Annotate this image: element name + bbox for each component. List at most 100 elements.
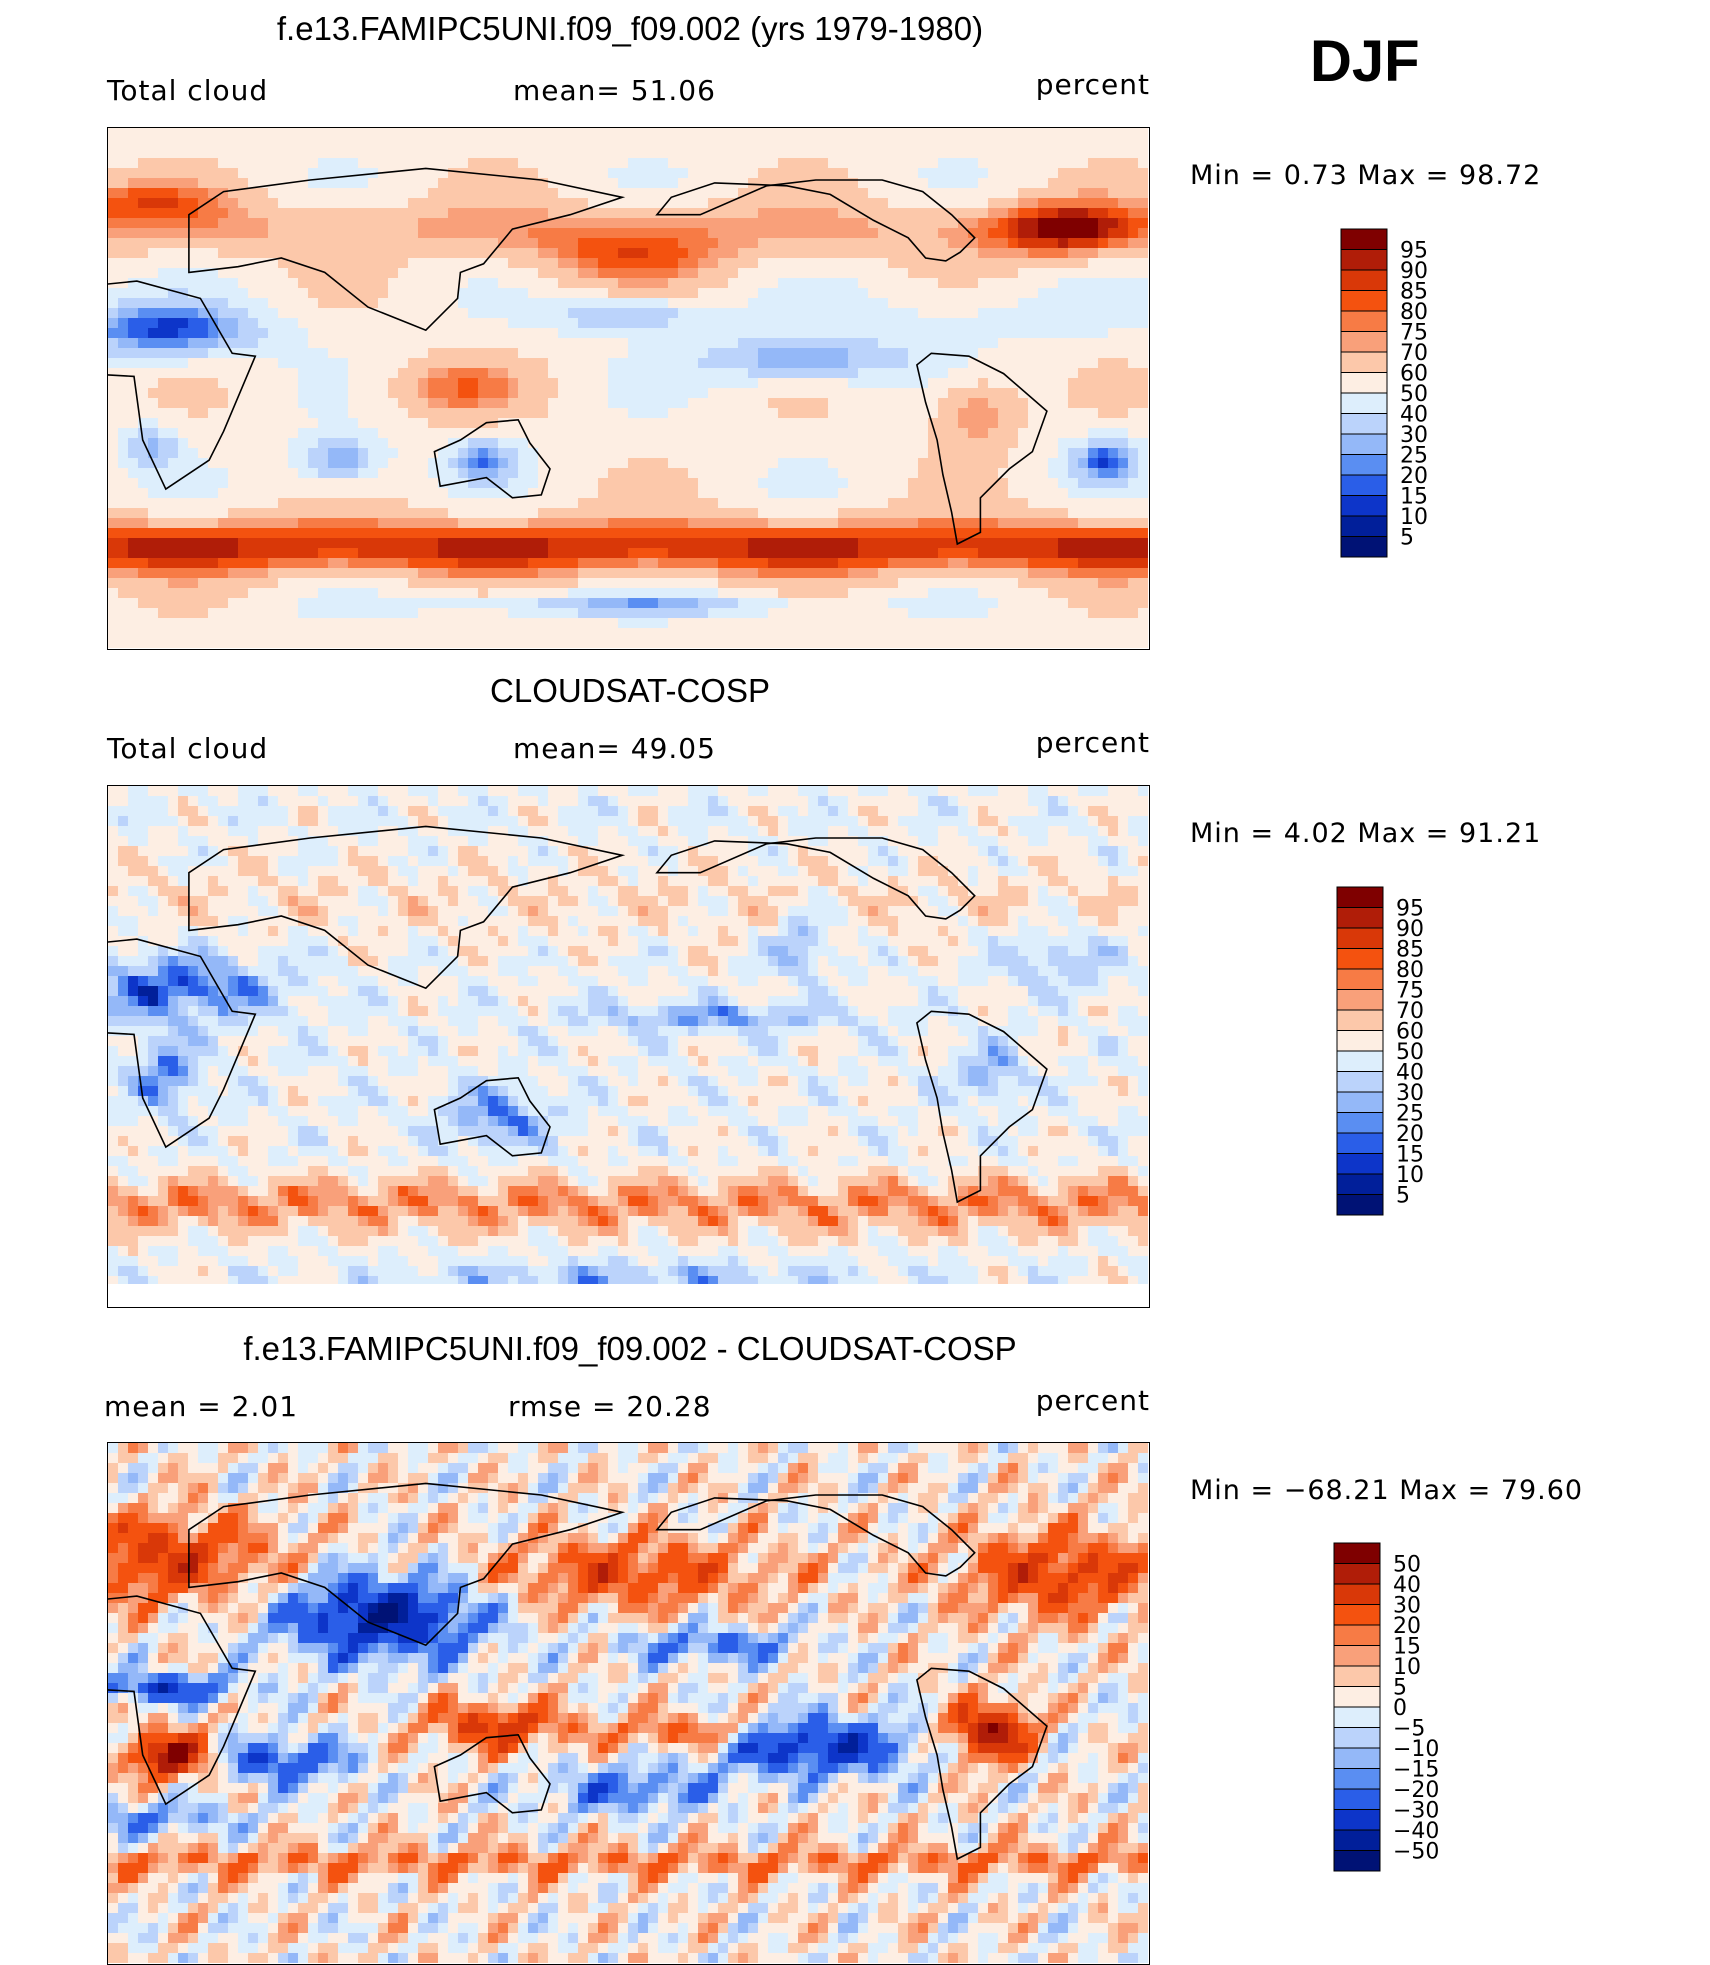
coastline bbox=[433, 1733, 551, 1814]
colorbar-tick-label: 25 bbox=[1396, 1102, 1424, 1127]
colorbar-tick-label: −50 bbox=[1393, 1840, 1439, 1865]
panel-3-minmax: Min = −68.21 Max = 79.60 bbox=[1190, 1475, 1584, 1506]
panel-2-title: CLOUDSAT-COSP bbox=[490, 672, 770, 709]
colorbar-swatch bbox=[1333, 1706, 1381, 1728]
colorbar-swatch bbox=[1340, 433, 1388, 455]
colorbar-swatch bbox=[1336, 989, 1384, 1011]
colorbar-swatch bbox=[1340, 269, 1388, 291]
colorbar-swatch bbox=[1336, 1153, 1384, 1175]
colorbar-tick-label: −5 bbox=[1393, 1717, 1425, 1742]
colorbar-swatch bbox=[1336, 1091, 1384, 1113]
colorbar-tick-label: −10 bbox=[1393, 1737, 1439, 1762]
colorbar-tick-label: 70 bbox=[1396, 999, 1424, 1024]
colorbar-tick-label: 5 bbox=[1396, 1184, 1410, 1209]
colorbar-swatch bbox=[1336, 1112, 1384, 1134]
colorbar-swatch bbox=[1336, 886, 1384, 908]
colorbar-swatch bbox=[1333, 1665, 1381, 1687]
map-svg bbox=[108, 786, 1148, 1306]
panel-3-mean-label: mean = 2.01 bbox=[104, 1390, 299, 1423]
colorbar-swatch bbox=[1340, 228, 1388, 250]
colorbar-swatch bbox=[1340, 372, 1388, 394]
colorbar-tick-label: 70 bbox=[1400, 341, 1428, 366]
colorbar-swatch bbox=[1333, 1788, 1381, 1810]
panel-1-map bbox=[107, 127, 1150, 650]
panel-2-colorbar: 95 90 85 80 75 70 60 50 40 30 25 20 15 10 5 bbox=[1336, 886, 1466, 1218]
colorbar-swatch bbox=[1333, 1604, 1381, 1626]
panel-3-units-label: percent bbox=[1035, 1384, 1150, 1417]
colorbar-tick-label: 20 bbox=[1400, 464, 1428, 489]
panel-1-variable-label: Total cloud bbox=[107, 74, 269, 107]
map-svg bbox=[108, 128, 1148, 648]
panel-1-minmax: Min = 0.73 Max = 98.72 bbox=[1190, 160, 1542, 191]
colorbar-tick-label: 15 bbox=[1393, 1635, 1421, 1660]
colorbar-swatch bbox=[1340, 392, 1388, 414]
panel-2-variable-label: Total cloud bbox=[107, 732, 269, 765]
colorbar-tick-label: 15 bbox=[1396, 1143, 1424, 1168]
coastline bbox=[188, 1482, 626, 1647]
colorbar-tick-label: 40 bbox=[1393, 1573, 1421, 1598]
colorbar-tick-label: 85 bbox=[1400, 280, 1428, 305]
map-field bbox=[108, 786, 1148, 1306]
colorbar-swatch bbox=[1333, 1747, 1381, 1769]
colorbar-tick-label: −40 bbox=[1393, 1819, 1439, 1844]
panel-1-mean-label: mean= 51.06 bbox=[513, 74, 716, 107]
panel-1-colorbar: 95 90 85 80 75 70 60 50 40 30 25 20 15 10 5 bbox=[1340, 228, 1470, 560]
colorbar-swatch bbox=[1336, 1030, 1384, 1052]
colorbar-tick-label: 80 bbox=[1400, 300, 1428, 325]
colorbar-swatch bbox=[1336, 1050, 1384, 1072]
coastline bbox=[108, 280, 257, 491]
colorbar-swatch bbox=[1340, 413, 1388, 435]
colorbar-swatch bbox=[1340, 290, 1388, 312]
colorbar-tick-label: 20 bbox=[1396, 1122, 1424, 1147]
map-field bbox=[108, 1443, 1148, 1963]
panel-2-minmax: Min = 4.02 Max = 91.21 bbox=[1190, 818, 1542, 849]
colorbar-tick-label: 10 bbox=[1396, 1163, 1424, 1188]
coastline bbox=[916, 352, 1048, 546]
missing-data-band bbox=[108, 1284, 1148, 1306]
colorbar-swatch bbox=[1336, 1173, 1384, 1195]
coastline bbox=[916, 1667, 1048, 1861]
colorbar-swatch bbox=[1340, 536, 1388, 558]
panel-2-units-label: percent bbox=[1035, 726, 1150, 759]
colorbar-swatch bbox=[1333, 1563, 1381, 1585]
colorbar-swatch bbox=[1340, 474, 1388, 496]
colorbar-swatch bbox=[1333, 1768, 1381, 1790]
colorbar-swatch bbox=[1333, 1542, 1381, 1564]
colorbar-tick-label: 75 bbox=[1396, 979, 1424, 1004]
colorbar-tick-label: −30 bbox=[1393, 1799, 1439, 1824]
panel-1-title: f.e13.FAMIPC5UNI.f09_f09.002 (yrs 1979-1… bbox=[276, 10, 984, 47]
colorbar-swatch bbox=[1333, 1809, 1381, 1831]
coastline bbox=[655, 179, 976, 262]
colorbar-tick-label: 60 bbox=[1396, 1020, 1424, 1045]
panel-2-map bbox=[107, 785, 1150, 1308]
colorbar-tick-label: 30 bbox=[1393, 1594, 1421, 1619]
map-svg bbox=[108, 1443, 1148, 1963]
colorbar-swatch bbox=[1340, 495, 1388, 517]
coastline bbox=[108, 938, 257, 1149]
panel-3-colorbar: 50 40 30 20 15 10 5 0 −5 −10 −15 −20 −30 −40 −50 bbox=[1333, 1542, 1463, 1874]
colorbar-tick-label: 0 bbox=[1393, 1696, 1407, 1721]
colorbar-tick-label: −20 bbox=[1393, 1778, 1439, 1803]
colorbar-swatch bbox=[1333, 1686, 1381, 1708]
colorbar-swatch bbox=[1336, 1071, 1384, 1093]
colorbar-tick-label: 30 bbox=[1396, 1081, 1424, 1106]
colorbar-tick-label: 40 bbox=[1396, 1061, 1424, 1086]
colorbar-swatch bbox=[1340, 515, 1388, 537]
coastline bbox=[188, 825, 626, 990]
colorbar-swatch bbox=[1340, 454, 1388, 476]
colorbar-swatch bbox=[1336, 1132, 1384, 1154]
coastline bbox=[108, 1595, 257, 1806]
colorbar-tick-label: 30 bbox=[1400, 423, 1428, 448]
colorbar-swatch bbox=[1333, 1645, 1381, 1667]
colorbar-swatch bbox=[1333, 1583, 1381, 1605]
coastline bbox=[916, 1010, 1048, 1204]
colorbar-swatch bbox=[1336, 1009, 1384, 1031]
colorbar-tick-label: 15 bbox=[1400, 485, 1428, 510]
colorbar-tick-label: 5 bbox=[1393, 1676, 1407, 1701]
colorbar-swatch bbox=[1340, 310, 1388, 332]
colorbar-swatch bbox=[1340, 249, 1388, 271]
colorbar-tick-label: 10 bbox=[1400, 505, 1428, 530]
